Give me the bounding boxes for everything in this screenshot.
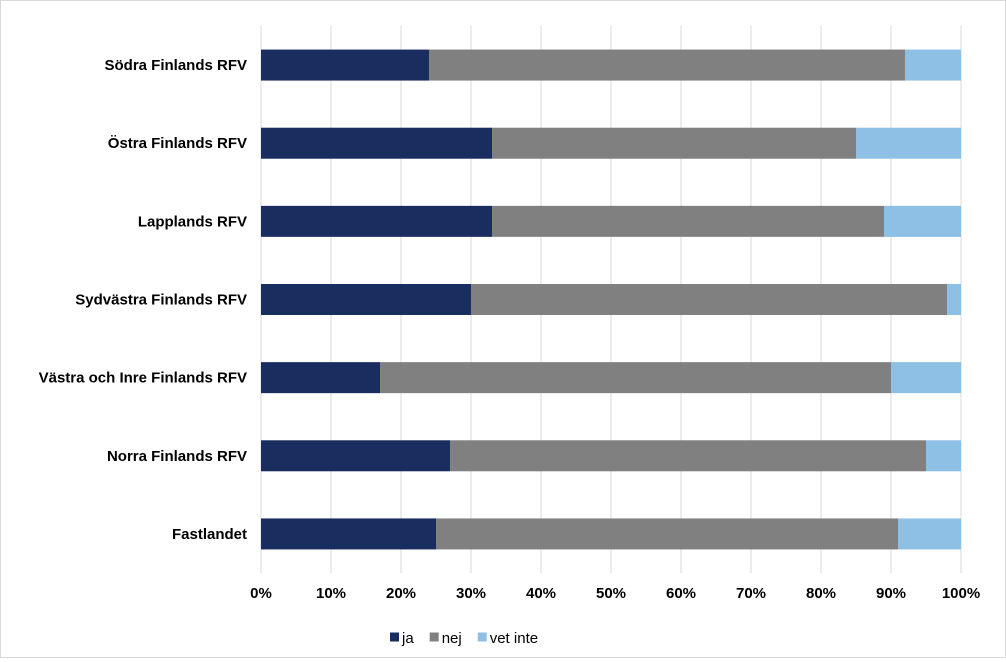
legend-swatch-ja xyxy=(390,632,399,642)
category-label: Lapplands RFV xyxy=(138,213,247,230)
bar-nej-vastra-och-inre-finlands-rfv xyxy=(380,362,891,394)
bar-ja-fastlandet xyxy=(261,518,436,550)
bar-ja-lapplands-rfv xyxy=(261,205,492,237)
category-label: Östra Finlands RFV xyxy=(108,135,247,152)
category-label: Fastlandet xyxy=(172,526,247,543)
x-tick-label: 30% xyxy=(456,585,486,602)
bar-vet-inte-fastlandet xyxy=(898,518,961,550)
x-tick-label: 80% xyxy=(806,585,836,602)
x-tick-label: 60% xyxy=(666,585,696,602)
bar-vet-inte-lapplands-rfv xyxy=(884,205,961,237)
bar-vet-inte-sodra-finlands-rfv xyxy=(905,49,961,81)
bar-ja-norra-finlands-rfv xyxy=(261,440,450,472)
bar-ja-ostra-finlands-rfv xyxy=(261,127,492,159)
x-tick-label: 50% xyxy=(596,585,626,602)
category-label: Sydvästra Finlands RFV xyxy=(75,292,247,309)
legend-label-nej: nej xyxy=(442,630,462,647)
category-label: Västra och Inre Finlands RFV xyxy=(39,370,247,387)
bar-nej-norra-finlands-rfv xyxy=(450,440,926,472)
bar-nej-sodra-finlands-rfv xyxy=(429,49,905,81)
x-tick-label: 90% xyxy=(876,585,906,602)
bar-nej-sydvastra-finlands-rfv xyxy=(471,284,947,315)
category-label: Södra Finlands RFV xyxy=(104,57,247,74)
bar-vet-inte-sydvastra-finlands-rfv xyxy=(947,284,961,315)
x-tick-label: 100% xyxy=(942,585,980,602)
x-tick-label: 20% xyxy=(386,585,416,602)
legend: ja nej vet inte xyxy=(390,630,538,647)
bar-nej-fastlandet xyxy=(436,518,898,550)
legend-label-vet-inte: vet inte xyxy=(490,630,538,647)
legend-swatch-vet-inte xyxy=(477,632,487,642)
category-labels: Södra Finlands RFV Östra Finlands RFV Lapp… xyxy=(39,57,247,543)
bar-vet-inte-norra-finlands-rfv xyxy=(926,440,961,472)
category-label: Norra Finlands RFV xyxy=(107,448,247,465)
bar-nej-ostra-finlands-rfv xyxy=(492,127,856,159)
bar-vet-inte-ostra-finlands-rfv xyxy=(856,127,961,159)
x-tick-label: 0% xyxy=(250,585,272,602)
bar-ja-sodra-finlands-rfv xyxy=(261,49,429,81)
bar-ja-vastra-och-inre-finlands-rfv xyxy=(261,362,380,394)
bar-vet-inte-vastra-och-inre-finlands-rfv xyxy=(891,362,961,394)
x-tick-label: 10% xyxy=(316,585,346,602)
bar-ja-sydvastra-finlands-rfv xyxy=(261,284,471,315)
legend-label-ja: ja xyxy=(401,630,414,647)
x-tick-label: 70% xyxy=(736,585,766,602)
x-tick-label: 40% xyxy=(526,585,556,602)
x-tick-labels: 0% 10% 20% 30% 40% 50% 60% 70% 80% 90% 100% xyxy=(250,585,980,602)
legend-swatch-nej xyxy=(429,632,439,642)
bar-nej-lapplands-rfv xyxy=(492,205,884,237)
bars xyxy=(261,49,961,550)
